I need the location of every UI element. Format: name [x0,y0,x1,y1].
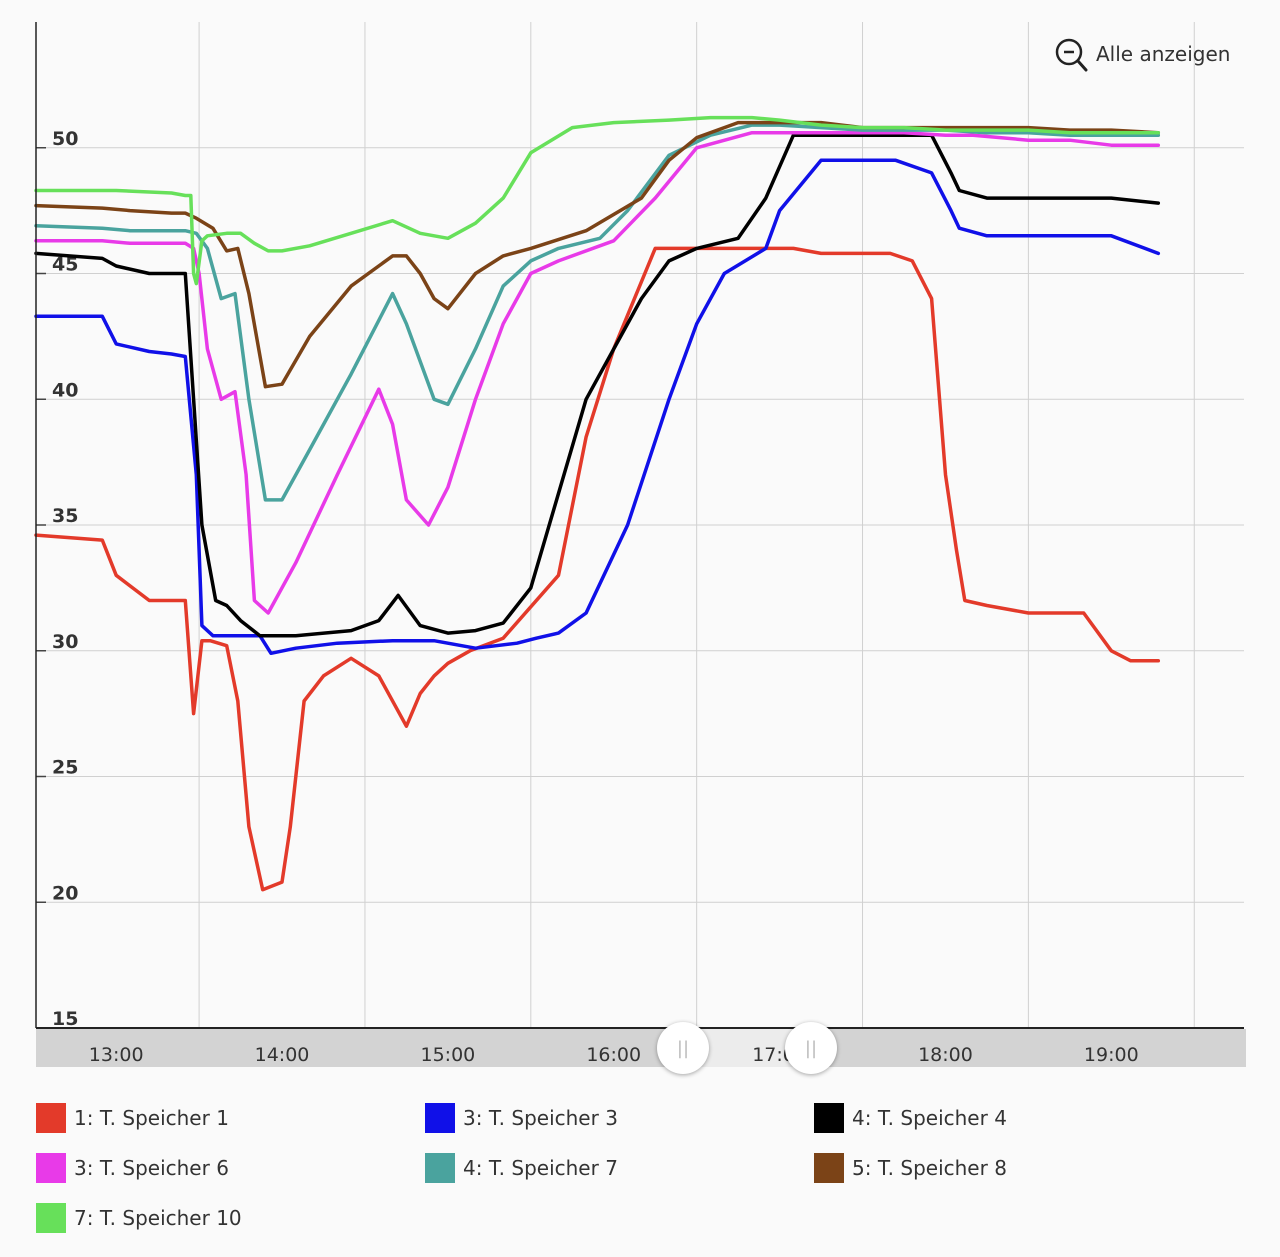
y-tick-label: 40 [52,379,78,401]
y-tick-label: 25 [52,757,78,779]
y-axis: 15 20 25 30 35 40 45 50 [36,128,78,1030]
show-all-button[interactable]: Alle anzeigen [1054,36,1230,72]
legend-swatch [425,1103,455,1133]
legend-swatch [36,1103,66,1133]
legend-item[interactable]: 5: T. Speicher 8 [814,1153,1007,1183]
legend-item[interactable]: 3: T. Speicher 3 [425,1103,618,1133]
zoom-out-icon [1055,38,1088,72]
x-tick-label: 14:00 [255,1044,310,1066]
series-line [34,246,1161,892]
series-line [34,120,1161,389]
navigator-left-handle[interactable]: || [657,1022,709,1074]
legend-label: 4: T. Speicher 4 [852,1106,1007,1130]
grid [36,22,1244,1028]
y-tick-label: 35 [52,505,78,527]
legend-swatch [814,1103,844,1133]
legend-swatch [814,1153,844,1183]
y-tick-label: 15 [52,1008,78,1030]
legend-swatch [36,1153,66,1183]
x-tick-label: 15:00 [420,1044,475,1066]
x-tick-label: 16:00 [586,1044,641,1066]
x-tick-label: 13:00 [89,1044,144,1066]
legend-item[interactable]: 3: T. Speicher 6 [36,1153,229,1183]
series-line [34,123,1161,502]
legend-item[interactable]: 4: T. Speicher 4 [814,1103,1007,1133]
y-tick-label: 45 [52,254,78,276]
legend-label: 4: T. Speicher 7 [463,1156,618,1180]
legend-swatch [425,1153,455,1183]
series-line [34,158,1161,656]
y-tick-label: 30 [52,631,78,653]
series-line [34,130,1161,615]
legend-label: 5: T. Speicher 8 [852,1156,1007,1180]
legend-label: 3: T. Speicher 3 [463,1106,618,1130]
y-tick-label: 50 [52,128,78,150]
x-axis: 13:00 14:00 15:00 16:00 17:00 18:00 19:00 [89,1044,1139,1066]
legend-label: 3: T. Speicher 6 [74,1156,229,1180]
legend-item[interactable]: 4: T. Speicher 7 [425,1153,618,1183]
range-navigator[interactable] [36,1029,1246,1067]
x-tick-label: 18:00 [918,1044,973,1066]
series-lines [34,115,1161,892]
series-line [34,133,1161,638]
series-line [34,115,1161,286]
legend-label: 7: T. Speicher 10 [74,1206,242,1230]
y-tick-label: 20 [52,882,78,904]
legend-item[interactable]: 7: T. Speicher 10 [36,1203,242,1233]
x-tick-label: 19:00 [1084,1044,1139,1066]
show-all-label: Alle anzeigen [1096,42,1231,66]
legend-swatch [36,1203,66,1233]
legend-label: 1: T. Speicher 1 [74,1106,229,1130]
navigator-track[interactable] [36,1029,1246,1067]
legend-item[interactable]: 1: T. Speicher 1 [36,1103,229,1133]
navigator-right-handle[interactable]: || [785,1022,837,1074]
